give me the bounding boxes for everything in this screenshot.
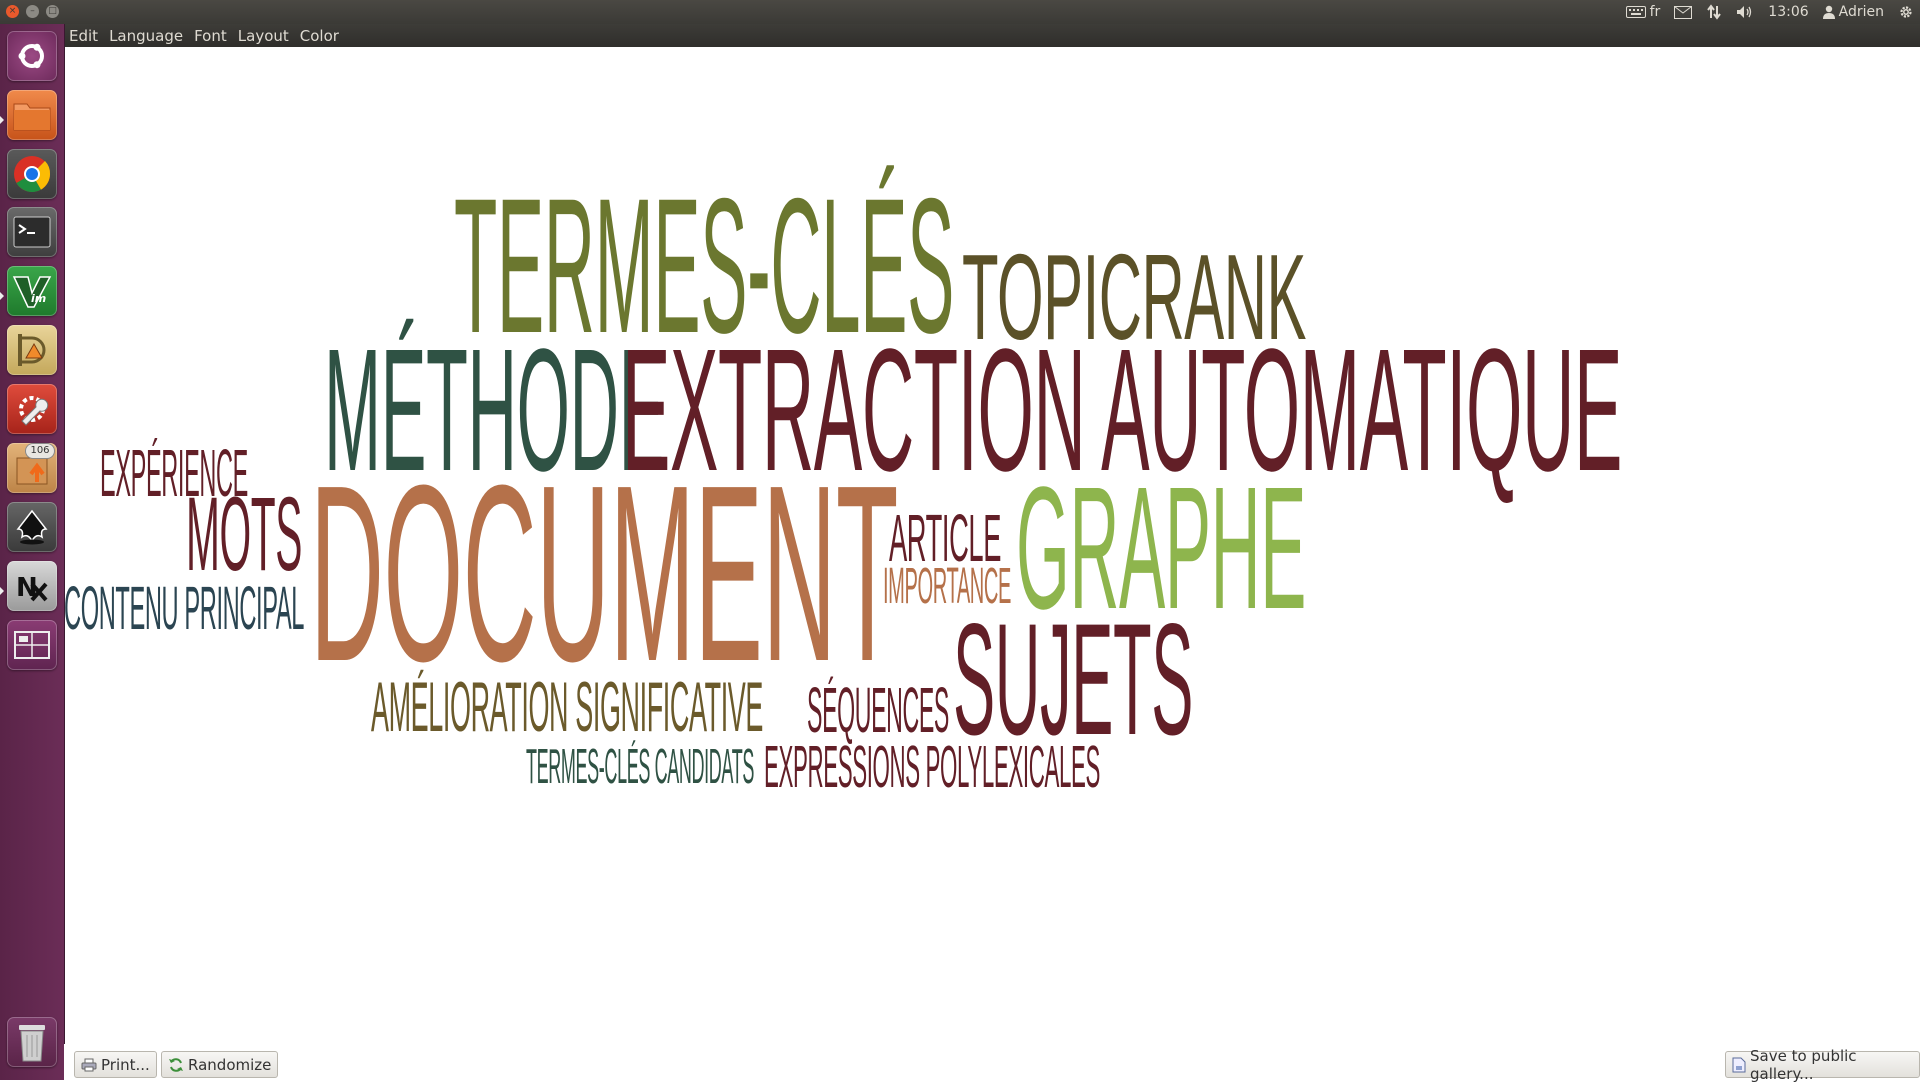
print-button[interactable]: Print...: [74, 1051, 157, 1078]
vim-icon: im: [7, 266, 57, 316]
print-label: Print...: [101, 1055, 150, 1074]
trash-icon: [7, 1017, 57, 1067]
launcher-workspace-button[interactable]: [7, 620, 57, 670]
menu-font[interactable]: Font: [194, 26, 227, 45]
workspace-switcher-icon: [7, 620, 57, 670]
cloud-word: AMÉLIORATION SIGNIFICATIVE: [371, 667, 763, 747]
cloud-word: MOTS: [186, 476, 302, 594]
ubuntu-logo-icon: [7, 31, 57, 81]
nx-icon: N: [7, 561, 57, 611]
user-menu[interactable]: Adrien: [1822, 4, 1884, 20]
word-cloud: TERMES-CLÉS TOPICRANK MÉTHODE EXTRACTION…: [64, 47, 1920, 1044]
menu-language[interactable]: Language: [109, 26, 184, 45]
randomize-button[interactable]: Randomize: [161, 1051, 279, 1078]
cloud-word: DOCUMENT: [310, 433, 898, 714]
cloud-word: TOPICRANK: [962, 228, 1306, 365]
launcher-dash-button[interactable]: [7, 31, 57, 81]
launcher-files-button[interactable]: [7, 90, 57, 140]
cloud-word: EXPÉRIENCE: [100, 436, 248, 511]
clock[interactable]: 13:06: [1768, 4, 1809, 20]
launcher-terminal-button[interactable]: [7, 207, 57, 257]
randomize-label: Randomize: [188, 1055, 272, 1074]
cloud-word: CONTENU PRINCIPAL: [64, 574, 304, 644]
cloud-word: EXPRESSIONS POLYLEXICALES: [764, 734, 1100, 800]
panel-indicators: fr 13:06 Adrien: [1625, 0, 1920, 24]
cloud-word: TERMES-CLÉS: [454, 158, 954, 374]
network-indicator[interactable]: [1706, 4, 1722, 20]
mail-icon: [1674, 5, 1693, 19]
gear-icon: [1898, 4, 1914, 20]
network-arrows-icon: [1706, 4, 1722, 20]
top-panel: × – □ fr 13:06 A: [0, 0, 1920, 24]
launcher-inkscape-button[interactable]: [7, 502, 57, 552]
cloud-word: SÉQUENCES: [807, 674, 949, 747]
keyboard-icon: [1625, 6, 1646, 18]
cloud-word: SUJETS: [953, 589, 1193, 768]
launcher: im 106 N: [0, 24, 65, 1080]
cloud-word: MÉTHODE: [324, 311, 664, 507]
launcher-nx-button[interactable]: N: [7, 561, 57, 611]
cloud-word: GRAPHE: [1016, 449, 1306, 645]
speaker-icon: [1736, 5, 1754, 19]
save-document-icon: [1732, 1057, 1746, 1073]
save-to-gallery-button[interactable]: Save to public gallery...: [1725, 1047, 1920, 1083]
folder-icon: [7, 90, 57, 140]
wrench-icon: [7, 384, 57, 434]
update-count-badge: 106: [26, 444, 54, 458]
window-minimize-button[interactable]: –: [26, 5, 39, 18]
sound-indicator[interactable]: [1736, 5, 1754, 19]
svg-text:im: im: [31, 292, 46, 305]
user-name: Adrien: [1838, 4, 1884, 20]
cloud-word: IMPORTANCE: [883, 556, 1011, 614]
cloud-word: EXTRACTION AUTOMATIQUE: [622, 311, 1622, 507]
keyboard-layout-label: fr: [1649, 4, 1661, 20]
bottom-bar: Print... Randomize Save to public galler…: [64, 1044, 1920, 1083]
launcher-vim-button[interactable]: im: [7, 266, 57, 316]
drawing-tool-icon: [7, 325, 57, 375]
launcher-settings-button[interactable]: [7, 384, 57, 434]
cloud-word: TERMES-CLÉS CANDIDATS: [526, 740, 754, 795]
package-update-icon: [7, 443, 57, 493]
terminal-icon: [7, 207, 57, 257]
launcher-trash-button[interactable]: [7, 1017, 57, 1067]
refresh-icon: [168, 1057, 184, 1073]
svg-text:N: N: [16, 573, 38, 603]
user-icon: [1822, 5, 1835, 19]
keyboard-indicator[interactable]: fr: [1625, 4, 1661, 20]
launcher-chrome-button[interactable]: [7, 149, 57, 199]
chrome-icon: [7, 149, 57, 199]
printer-icon: [81, 1058, 97, 1072]
launcher-draw-button[interactable]: [7, 325, 57, 375]
save-to-gallery-label: Save to public gallery...: [1750, 1046, 1857, 1083]
menu-bar: Edit Language Font Layout Color: [64, 24, 1920, 47]
menu-color[interactable]: Color: [299, 26, 339, 45]
inkscape-icon: [7, 502, 57, 552]
session-menu[interactable]: [1898, 4, 1914, 20]
window-maximize-button[interactable]: □: [46, 5, 59, 18]
menu-edit[interactable]: Edit: [69, 26, 99, 45]
menu-layout[interactable]: Layout: [237, 26, 289, 45]
cloud-word: ARTICLE: [889, 501, 1001, 576]
window-close-button[interactable]: ×: [6, 5, 19, 18]
mail-indicator[interactable]: [1674, 5, 1693, 19]
